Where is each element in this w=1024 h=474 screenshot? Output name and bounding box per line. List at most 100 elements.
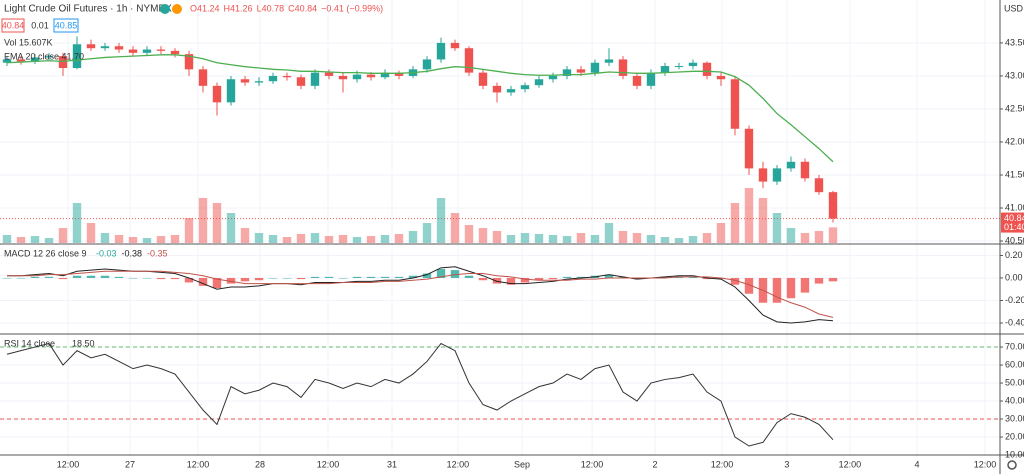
macd-legend-value: -0.38 (122, 248, 143, 258)
macd-histogram-bar (800, 277, 810, 293)
volume-bar (100, 233, 110, 243)
candle-body (338, 75, 348, 80)
candle-body (632, 75, 642, 86)
x-tick-label: 3 (784, 459, 789, 469)
volume-bar (282, 237, 292, 243)
ask-box[interactable] (53, 18, 79, 33)
candle-body (30, 57, 40, 62)
volume-bar (30, 236, 40, 243)
candle-body (828, 192, 838, 219)
macd-histogram-bar (660, 276, 670, 278)
macd-histogram-bar (534, 277, 544, 281)
candle-body (394, 72, 404, 76)
candle-body (352, 74, 362, 80)
macd-histogram-bar (86, 275, 96, 278)
macd-histogram-bar (702, 277, 712, 280)
volume-bar (590, 235, 600, 243)
y-tick-label: 30.00 (1005, 413, 1024, 423)
macd-histogram-bar (436, 268, 446, 278)
candle-body (114, 46, 124, 50)
countdown: 01:40 (1004, 222, 1024, 232)
y-tick-label: 42.00 (1005, 136, 1024, 146)
volume-bar (422, 223, 432, 243)
macd-histogram-bar (772, 277, 782, 303)
candle-body (562, 69, 572, 76)
volume-bar (604, 223, 614, 243)
candle-body (464, 48, 474, 73)
volume-bar (86, 223, 96, 243)
volume-bar (702, 233, 712, 243)
x-tick-label: 12:00 (839, 459, 862, 469)
x-tick-label: 4 (914, 459, 919, 469)
volume-bar (310, 233, 320, 243)
macd-histogram-bar (240, 277, 250, 282)
candle-body (170, 50, 180, 55)
volume-bar (618, 231, 628, 243)
candle-body (730, 79, 740, 129)
y-tick-label: 0.20 (1005, 250, 1023, 260)
candle-body (226, 79, 236, 103)
macd-histogram-bar (198, 277, 208, 286)
symbol-title: Light Crude Oil Futures · 1h · NYMEX (4, 4, 172, 15)
macd-histogram-bar (184, 277, 194, 283)
bid: 40.84 (2, 20, 25, 30)
y-tick-label: 40.50 (1005, 235, 1024, 245)
volume-bar (394, 234, 404, 243)
volume-bar (758, 198, 768, 243)
volume-bar (72, 203, 82, 243)
ask: 40.85 (55, 20, 78, 30)
candle-body (86, 44, 96, 49)
y-tick-label: 42.50 (1005, 103, 1024, 113)
candle-body (268, 75, 278, 82)
macd-histogram-bar (58, 277, 68, 280)
volume-bar (674, 238, 684, 243)
candle-body (100, 46, 110, 49)
candle-body (212, 85, 222, 103)
candle-body (478, 72, 488, 86)
macd-histogram-bar (422, 273, 432, 278)
macd-histogram-bar (632, 277, 642, 280)
candle-body (380, 72, 390, 78)
currency: USD (1004, 3, 1024, 13)
last-price-tag (1001, 212, 1024, 233)
y-tick-label: 41.50 (1005, 169, 1024, 179)
x-tick-label: 12:00 (57, 459, 80, 469)
macd-histogram-bar (394, 276, 404, 278)
macd-histogram-bar (338, 277, 348, 279)
macd-histogram-bar (450, 270, 460, 278)
ohlc-value: L40.78 (257, 3, 285, 13)
volume-bar (688, 236, 698, 243)
volume-bar (226, 213, 236, 243)
macd-histogram-bar (408, 275, 418, 278)
bid-box[interactable] (1, 18, 25, 33)
candle-body (436, 42, 446, 60)
macd-histogram-bar (170, 277, 180, 280)
candle-body (618, 59, 628, 76)
candle-body (58, 56, 68, 69)
candle-body (520, 85, 530, 90)
macd-histogram-bar (212, 277, 222, 289)
macd-histogram-bar (30, 276, 40, 278)
volume-bar (828, 227, 838, 243)
spread: 0.01 (31, 20, 49, 30)
macd-histogram-bar (744, 277, 754, 294)
candle-body (786, 161, 796, 169)
macd-histogram-bar (520, 277, 530, 283)
candle-body (674, 66, 684, 68)
volume-bar (296, 234, 306, 243)
settings-icon[interactable] (1007, 460, 1017, 470)
macd-histogram-bar (688, 276, 698, 278)
macd-legend-value: -0.35 (147, 248, 168, 258)
volume-bar (534, 234, 544, 243)
candle-body (422, 59, 432, 70)
candle-body (366, 74, 376, 78)
macd-histogram-bar (226, 277, 236, 284)
volume-bar (268, 235, 278, 243)
volume-bar (44, 238, 54, 243)
settings-area[interactable] (1001, 456, 1024, 474)
marks (0, 36, 1000, 447)
candle-body (590, 62, 600, 73)
macd-legend: MACD 12 26 close 9 (4, 248, 87, 258)
volume-bar (632, 233, 642, 243)
